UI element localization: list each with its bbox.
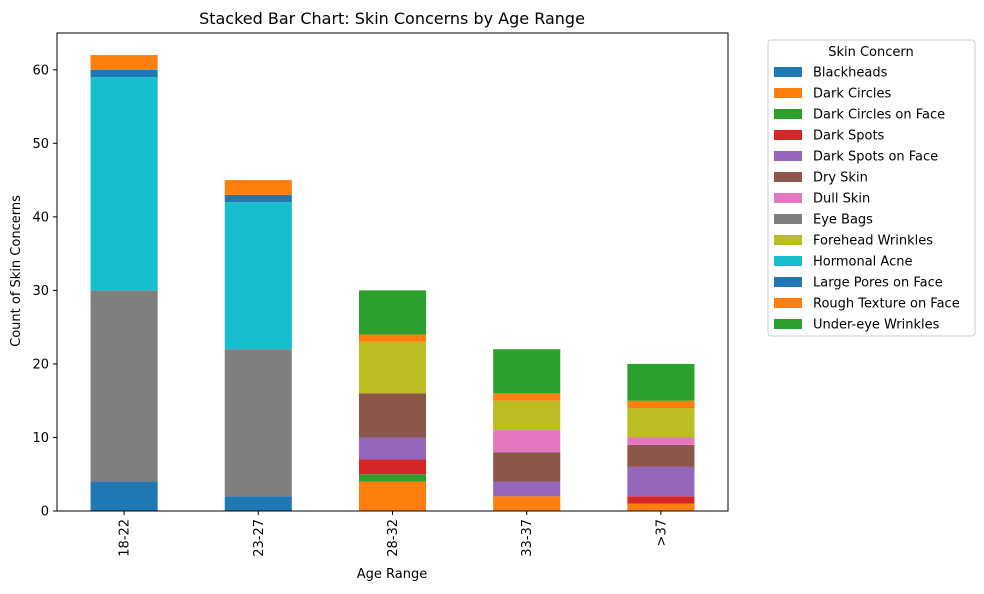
bar-segment	[627, 408, 695, 438]
legend-swatch	[774, 235, 802, 245]
bar-segment	[493, 393, 561, 401]
bar-segment	[627, 466, 695, 497]
x-axis-label: Age Range	[357, 567, 427, 582]
y-tick-label: 60	[32, 63, 49, 78]
bar-segment	[224, 349, 292, 497]
bar-segment	[358, 481, 427, 511]
x-tick-label: >37	[654, 519, 669, 546]
legend-label: Under-eye Wrinkles	[813, 318, 940, 333]
bar-segment	[358, 474, 427, 482]
legend-swatch	[774, 256, 802, 266]
bar-segment	[358, 290, 427, 335]
legend-label: Dry Skin	[813, 171, 868, 186]
legend-swatch	[774, 67, 802, 77]
x-tick-label: 33-37	[520, 519, 535, 557]
y-axis-label: Count of Skin Concerns	[9, 195, 24, 347]
bar-segment	[627, 437, 695, 445]
bar-segment	[358, 341, 427, 394]
bar-segment	[358, 437, 427, 460]
bar-segment	[627, 496, 695, 504]
legend-swatch	[774, 214, 802, 224]
bar-segment	[224, 496, 292, 511]
legend-label: Hormonal Acne	[813, 255, 912, 270]
legend-swatch	[774, 88, 802, 98]
bar-segment	[493, 496, 561, 511]
legend-label: Dark Circles on Face	[813, 108, 945, 123]
y-tick-label: 30	[32, 284, 49, 299]
bar-segment	[90, 290, 158, 482]
legend-label: Large Pores on Face	[813, 276, 943, 291]
x-tick-label: 18-22	[118, 519, 133, 557]
y-tick-label: 10	[32, 431, 49, 446]
legend-label: Dark Spots on Face	[813, 150, 938, 165]
legend-label: Rough Texture on Face	[813, 297, 960, 312]
legend-swatch	[774, 193, 802, 203]
axes-layer: 0 10 20 30 40 50 60 18-22 23-27 28-32 33-37 >37	[32, 32, 729, 557]
bar-segment	[224, 194, 292, 203]
legend-swatch	[774, 298, 802, 308]
legend-label: Dull Skin	[813, 192, 870, 207]
legend-swatch	[774, 319, 802, 329]
x-tick-label: 23-27	[252, 519, 267, 557]
bar-segment	[627, 400, 695, 409]
bar-segment	[90, 77, 158, 291]
bar-segment	[627, 363, 695, 401]
bar-segment	[358, 393, 427, 438]
bar-segment	[493, 400, 561, 431]
legend-swatch	[774, 172, 802, 182]
bar-segment	[90, 69, 158, 78]
bars-layer	[90, 55, 695, 511]
y-tick-label: 40	[32, 210, 49, 225]
bar-segment	[90, 55, 158, 70]
bar-segment	[493, 349, 561, 394]
legend-title: Skin Concern	[828, 45, 914, 60]
bar-segment	[358, 334, 427, 342]
y-tick-label: 50	[32, 137, 49, 152]
legend-swatch	[774, 109, 802, 119]
chart-title: Stacked Bar Chart: Skin Concerns by Age …	[199, 9, 585, 28]
legend-swatch	[774, 277, 802, 287]
x-tick-label: 28-32	[386, 519, 401, 557]
bar-segment	[627, 503, 695, 511]
bar-segment	[358, 459, 427, 475]
legend-swatch	[774, 151, 802, 161]
legend-label: Dark Spots	[813, 129, 885, 144]
legend-swatch	[774, 130, 802, 140]
legend-items: Blackheads Dark Circles Dark Circles on Fa…	[774, 66, 960, 333]
legend-label: Forehead Wrinkles	[813, 234, 933, 249]
legend-label: Blackheads	[813, 66, 888, 81]
legend-box	[767, 39, 976, 337]
bar-segment	[90, 481, 158, 511]
legend-label: Dark Circles	[813, 87, 891, 102]
bar-segment	[493, 452, 561, 482]
y-tick-label: 20	[32, 357, 49, 372]
y-tick-label: 0	[41, 505, 49, 520]
bar-segment	[627, 444, 695, 467]
bar-segment	[224, 202, 292, 350]
bar-segment	[224, 180, 292, 195]
bar-segment	[493, 430, 561, 453]
legend-label: Eye Bags	[813, 213, 873, 228]
bar-segment	[493, 481, 561, 497]
legend: Skin Concern Blackheads Dark Circles Dark …	[767, 39, 976, 337]
